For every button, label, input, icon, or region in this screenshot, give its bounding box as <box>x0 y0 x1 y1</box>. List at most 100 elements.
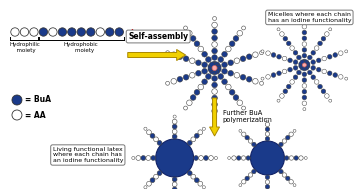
Circle shape <box>187 171 192 176</box>
Circle shape <box>12 95 22 105</box>
Text: Hydrophilic
  moiety: Hydrophilic moiety <box>9 42 40 53</box>
Circle shape <box>246 54 252 60</box>
Circle shape <box>233 36 239 41</box>
Circle shape <box>248 173 253 177</box>
Circle shape <box>327 54 332 59</box>
Circle shape <box>321 36 326 41</box>
Circle shape <box>212 89 217 94</box>
Circle shape <box>194 89 200 95</box>
Circle shape <box>187 140 192 145</box>
Circle shape <box>311 60 315 64</box>
Circle shape <box>189 58 195 64</box>
Circle shape <box>225 46 231 52</box>
Circle shape <box>280 94 284 98</box>
Circle shape <box>172 124 177 129</box>
Circle shape <box>277 28 280 31</box>
Circle shape <box>333 53 338 57</box>
Circle shape <box>252 142 256 147</box>
Circle shape <box>293 129 296 132</box>
Circle shape <box>87 28 95 36</box>
Circle shape <box>191 174 196 179</box>
Circle shape <box>239 129 242 132</box>
Circle shape <box>302 24 307 29</box>
Circle shape <box>237 30 242 36</box>
Circle shape <box>286 136 290 140</box>
Circle shape <box>300 66 305 70</box>
Circle shape <box>202 127 205 130</box>
Circle shape <box>302 42 307 46</box>
Circle shape <box>190 36 196 41</box>
Circle shape <box>290 46 294 50</box>
Circle shape <box>311 66 315 70</box>
Circle shape <box>136 156 141 160</box>
Circle shape <box>198 84 204 90</box>
Circle shape <box>229 89 235 95</box>
Circle shape <box>302 95 307 100</box>
Circle shape <box>20 28 29 36</box>
Circle shape <box>265 185 270 189</box>
Circle shape <box>151 156 156 160</box>
Circle shape <box>266 118 269 121</box>
Text: Hydrophobic
    moiety: Hydrophobic moiety <box>64 42 99 53</box>
Text: = AA: = AA <box>25 111 46 119</box>
Circle shape <box>338 74 343 79</box>
Circle shape <box>187 30 192 36</box>
Circle shape <box>302 89 307 94</box>
Circle shape <box>286 41 291 46</box>
Circle shape <box>193 156 199 160</box>
Circle shape <box>213 17 216 20</box>
Circle shape <box>218 74 224 79</box>
Circle shape <box>327 71 332 76</box>
Circle shape <box>115 28 123 36</box>
Circle shape <box>322 56 326 61</box>
Circle shape <box>216 64 221 70</box>
Circle shape <box>329 99 332 102</box>
Circle shape <box>154 174 158 179</box>
Circle shape <box>30 28 38 36</box>
Circle shape <box>208 64 213 70</box>
Circle shape <box>307 70 312 75</box>
Circle shape <box>280 32 284 36</box>
Circle shape <box>240 56 246 62</box>
Circle shape <box>271 73 276 77</box>
Circle shape <box>173 115 176 118</box>
Circle shape <box>302 30 307 35</box>
Circle shape <box>213 115 216 119</box>
Circle shape <box>209 156 213 160</box>
Circle shape <box>187 100 192 106</box>
Circle shape <box>253 52 258 57</box>
Circle shape <box>305 64 310 68</box>
Circle shape <box>271 53 276 57</box>
Circle shape <box>245 176 249 180</box>
Circle shape <box>212 29 217 34</box>
Circle shape <box>282 56 287 61</box>
Circle shape <box>196 60 201 66</box>
Circle shape <box>345 77 348 80</box>
Circle shape <box>234 58 240 64</box>
Circle shape <box>252 169 256 174</box>
Circle shape <box>299 64 303 68</box>
Circle shape <box>172 177 177 182</box>
Circle shape <box>304 60 309 64</box>
Circle shape <box>77 28 86 36</box>
Circle shape <box>293 66 298 70</box>
Circle shape <box>196 70 201 76</box>
Circle shape <box>289 132 293 136</box>
Text: = BuA: = BuA <box>25 95 51 105</box>
Circle shape <box>183 74 189 80</box>
Circle shape <box>302 72 307 77</box>
Circle shape <box>171 78 176 84</box>
Circle shape <box>279 169 283 174</box>
Circle shape <box>302 66 307 71</box>
Circle shape <box>318 84 322 89</box>
Circle shape <box>314 46 319 50</box>
Circle shape <box>212 76 217 81</box>
Circle shape <box>253 78 258 84</box>
Circle shape <box>314 80 319 84</box>
Circle shape <box>202 186 205 189</box>
Circle shape <box>205 57 211 62</box>
Circle shape <box>195 133 199 138</box>
Circle shape <box>317 67 321 72</box>
Circle shape <box>204 156 208 160</box>
Circle shape <box>289 180 293 184</box>
